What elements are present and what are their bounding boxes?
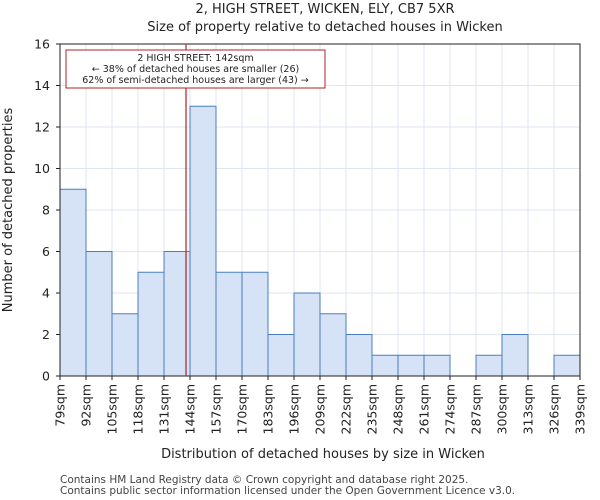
chart-title: 2, HIGH STREET, WICKEN, ELY, CB7 5XR bbox=[195, 2, 454, 17]
y-axis-label: Number of detached properties bbox=[1, 108, 16, 313]
x-tick-label: 339sqm bbox=[573, 384, 588, 434]
histogram-bar bbox=[111, 313, 139, 377]
histogram-bar bbox=[397, 354, 425, 377]
x-tick-label: 92sqm bbox=[79, 384, 94, 427]
bars bbox=[59, 105, 581, 377]
x-axis-ticks: 79sqm 92sqm 105sqm 118sqm 131sqm 144sqm 157sqm… bbox=[53, 376, 588, 434]
histogram-bar bbox=[319, 313, 347, 377]
footer-line-1: Contains HM Land Registry data © Crown c… bbox=[60, 474, 468, 486]
histogram-bar bbox=[475, 354, 503, 377]
x-tick-label: 261sqm bbox=[417, 384, 432, 434]
histogram-bar bbox=[345, 334, 373, 377]
footer-line-2: Contains public sector information licen… bbox=[60, 485, 515, 497]
chart-subtitle: Size of property relative to detached ho… bbox=[147, 20, 502, 35]
y-tick-label: 4 bbox=[42, 286, 50, 301]
y-tick-label: 2 bbox=[42, 327, 50, 342]
x-tick-label: 274sqm bbox=[443, 384, 458, 434]
x-tick-label: 222sqm bbox=[339, 384, 354, 434]
x-axis-label: Distribution of detached houses by size … bbox=[161, 447, 485, 462]
annotation-frame bbox=[65, 49, 326, 89]
y-tick-label: 0 bbox=[42, 369, 50, 384]
annotation-line-2: ← 38% of detached houses are smaller (26… bbox=[92, 64, 299, 75]
x-tick-label: 118sqm bbox=[131, 384, 146, 434]
x-tick-label: 300sqm bbox=[495, 384, 510, 434]
y-tick-label: 8 bbox=[42, 203, 50, 218]
histogram-bar bbox=[189, 105, 217, 377]
histogram-bar bbox=[423, 354, 451, 377]
y-tick-label: 6 bbox=[42, 244, 50, 259]
histogram-bar bbox=[371, 354, 399, 377]
histogram-bar bbox=[501, 334, 529, 377]
histogram-bar bbox=[215, 271, 243, 377]
x-tick-label: 105sqm bbox=[105, 384, 120, 434]
y-tick-label: 14 bbox=[34, 78, 50, 93]
histogram-bar bbox=[553, 354, 581, 377]
x-tick-label: 131sqm bbox=[157, 384, 172, 434]
histogram-bar bbox=[59, 188, 87, 377]
annotation-line-1: 2 HIGH STREET: 142sqm bbox=[137, 53, 253, 64]
histogram-bar bbox=[85, 251, 113, 377]
x-tick-label: 170sqm bbox=[235, 384, 250, 434]
x-tick-label: 326sqm bbox=[547, 384, 562, 434]
histogram-bar bbox=[137, 271, 165, 377]
histogram-bar bbox=[293, 292, 321, 377]
x-tick-label: 157sqm bbox=[209, 384, 224, 434]
x-tick-label: 313sqm bbox=[521, 384, 536, 434]
y-tick-label: 12 bbox=[34, 120, 50, 135]
annotation-box: 2 HIGH STREET: 142sqm ← 38% of detached … bbox=[65, 49, 326, 89]
x-tick-label: 196sqm bbox=[287, 384, 302, 434]
x-tick-label: 144sqm bbox=[183, 384, 198, 434]
histogram-bar bbox=[267, 334, 295, 377]
x-tick-label: 79sqm bbox=[53, 384, 68, 427]
annotation-line-3: 62% of semi-detached houses are larger (… bbox=[82, 75, 309, 86]
x-tick-label: 235sqm bbox=[365, 384, 380, 434]
y-axis-ticks: 0 2 4 6 8 10 12 14 16 bbox=[34, 37, 60, 384]
histogram-bar bbox=[241, 271, 269, 377]
x-tick-label: 183sqm bbox=[261, 384, 276, 434]
y-tick-label: 16 bbox=[34, 37, 50, 52]
x-tick-label: 209sqm bbox=[313, 384, 328, 434]
x-tick-label: 287sqm bbox=[469, 384, 484, 434]
y-tick-label: 10 bbox=[34, 161, 50, 176]
x-tick-label: 248sqm bbox=[391, 384, 406, 434]
